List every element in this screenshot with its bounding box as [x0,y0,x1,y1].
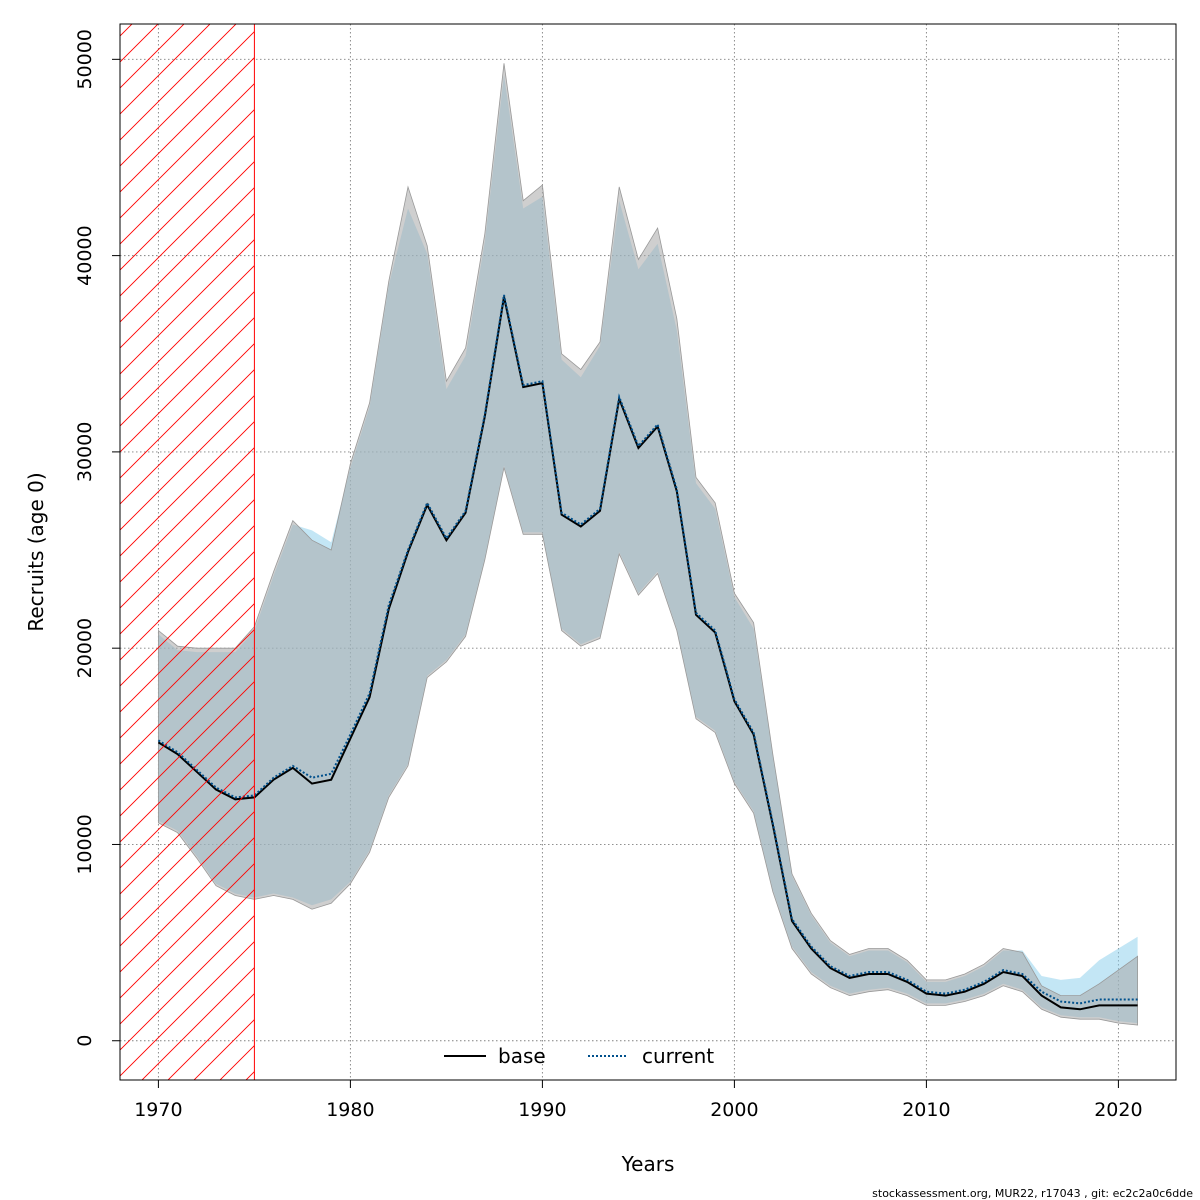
base-line [157,296,1138,1011]
y-axis-title: Recruits (age 0) [24,472,48,631]
hatched-region [119,23,255,1081]
x-axis-title: Years [621,1152,675,1176]
x-tick-label: 2000 [710,1099,758,1121]
x-tick-label: 1990 [518,1099,566,1121]
x-tick-label: 1980 [326,1099,374,1121]
legend: base current [444,1044,714,1068]
current-line [157,294,1138,1005]
legend-current-label: current [642,1044,714,1068]
y-tick-label: 50000 [74,29,96,89]
y-tick-label: 0 [74,1035,96,1047]
y-tick-label: 10000 [74,814,96,874]
x-tick-label: 1970 [134,1099,182,1121]
y-tick-label: 30000 [74,422,96,482]
confidence-bands [158,63,1138,1026]
footer-caption: stockassessment.org, MUR22, r17043 , git… [872,1187,1193,1200]
estimate-lines [157,294,1138,1011]
y-axis: 0 10000 20000 30000 40000 50000 [74,29,120,1047]
plot-frame [119,23,1177,1081]
x-axis: 1970 1980 1990 2000 2010 2020 [134,1080,1143,1121]
y-tick-label: 40000 [74,225,96,285]
base-confidence-band [158,63,1138,1026]
x-tick-label: 2020 [1094,1099,1142,1121]
x-tick-label: 2010 [902,1099,950,1121]
legend-base-label: base [498,1044,546,1068]
y-tick-label: 20000 [74,618,96,678]
